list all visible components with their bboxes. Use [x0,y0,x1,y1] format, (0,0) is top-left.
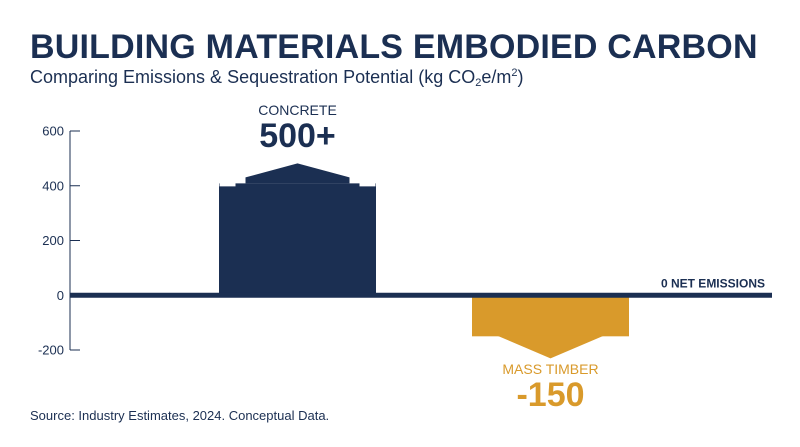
bar-mass-timber-arrow [496,335,605,359]
category-label-mass-timber: MASS TIMBER [502,361,598,377]
zero-line-label: 0 NET EMISSIONS [661,276,765,290]
source-note: Source: Industry Estimates, 2024. Concep… [30,408,330,423]
subtitle-sub: 2 [475,77,482,89]
y-tick-label: 0 [57,288,64,303]
bar-concrete-notch [219,182,236,187]
bar-concrete [219,183,376,296]
zero-line [70,292,772,298]
bar-concrete-notch [359,182,376,187]
subtitle-sup: 2 [511,67,518,79]
category-label-concrete: CONCRETE [258,102,337,118]
chart-title: BUILDING MATERIALS EMBODIED CARBON [30,28,758,66]
value-label-mass-timber: -150 [516,376,584,414]
subtitle-prefix: Comparing Emissions & Sequestration Pote… [30,67,476,87]
chart-subtitle: Comparing Emissions & Sequestration Pote… [30,67,523,89]
y-tick-label: 200 [42,233,64,248]
bar-concrete-arrow [245,163,350,184]
y-tick-label: -200 [38,343,64,358]
bar-mass-timber [472,295,629,337]
y-tick-label: 400 [42,178,64,193]
value-label-concrete: 500+ [259,117,336,155]
y-tick-label: 600 [42,124,64,139]
subtitle-suffix: ) [517,67,524,87]
subtitle-mid: e/m [481,67,512,87]
